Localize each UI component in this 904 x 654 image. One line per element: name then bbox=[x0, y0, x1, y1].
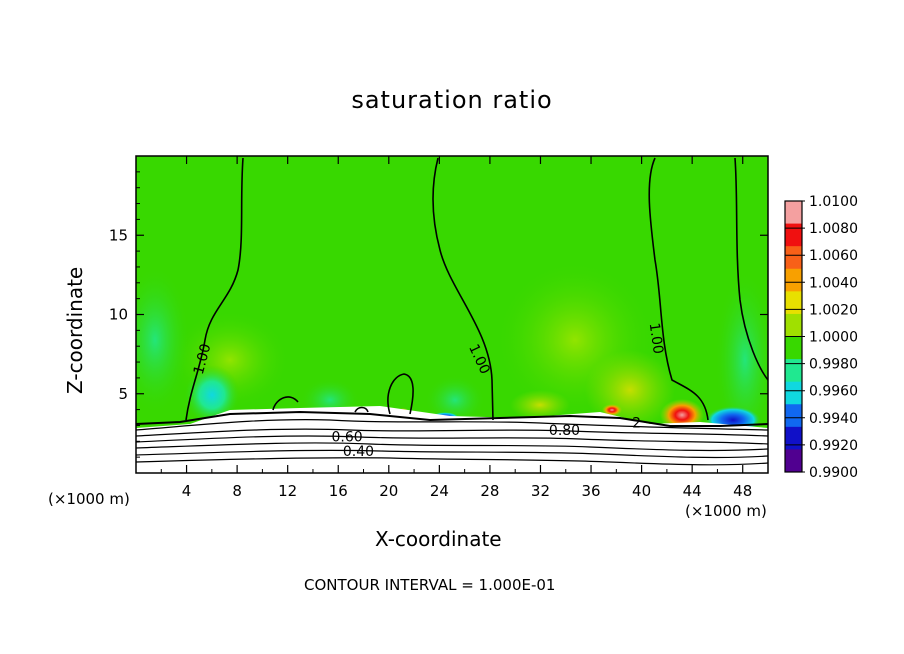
y-tick-label: 15 bbox=[109, 226, 128, 244]
colorbar-swatch bbox=[785, 359, 802, 383]
colorbar-swatch bbox=[785, 381, 802, 405]
field-blob bbox=[136, 265, 190, 415]
contour-label: 0.80 bbox=[549, 423, 580, 439]
colorbar-level-label: 0.9940 bbox=[809, 411, 858, 427]
y-axis-ticks: 5 10 15 bbox=[109, 171, 768, 458]
field-blob bbox=[715, 270, 768, 450]
colorbar-level-label: 1.0080 bbox=[809, 221, 858, 237]
x-tick-label: 4 bbox=[182, 482, 192, 500]
colorbar-level-label: 0.9980 bbox=[809, 357, 858, 373]
contour-labels: 1.00 1.001.000.600.400.80 2 bbox=[191, 322, 666, 460]
contour-label: 0.40 bbox=[343, 444, 374, 460]
colorbar-swatch bbox=[785, 246, 802, 270]
contour-label: 2 bbox=[632, 415, 641, 431]
chart-title: saturation ratio bbox=[351, 86, 553, 114]
x-unit-label-left: (×1000 m) bbox=[48, 490, 130, 508]
colorbar-level-label: 1.0100 bbox=[809, 194, 858, 210]
field-blob bbox=[184, 365, 240, 425]
colorbar: 1.0100 1.0080 1.0060 1.0040 1.0020 1.0000 0.99… bbox=[784, 194, 858, 481]
colorbar-level-label: 1.0040 bbox=[809, 275, 858, 291]
colorbar-level-label: 0.9960 bbox=[809, 384, 858, 400]
x-tick-label: 44 bbox=[683, 482, 702, 500]
colorbar-swatch bbox=[785, 336, 802, 360]
colorbar-swatch bbox=[785, 268, 802, 292]
x-axis-ticks: 4 8 12 16 20 24 28 32 36 40 44 48 bbox=[160, 156, 752, 500]
x-tick-label: 24 bbox=[430, 482, 449, 500]
colorbar-level-label: 1.0020 bbox=[809, 302, 858, 318]
colorbar-swatch bbox=[785, 223, 802, 247]
terrain-mask bbox=[136, 406, 768, 473]
contour-label: 1.00 bbox=[191, 342, 215, 376]
x-tick-label: 36 bbox=[581, 482, 600, 500]
x-tick-label: 40 bbox=[632, 482, 651, 500]
field-blob bbox=[510, 390, 570, 420]
x-tick-label: 12 bbox=[278, 482, 297, 500]
x-tick-label: 32 bbox=[531, 482, 550, 500]
colorbar-swatch bbox=[785, 404, 802, 428]
x-tick-label: 20 bbox=[379, 482, 398, 500]
field-blob bbox=[602, 404, 622, 416]
y-tick-label: 5 bbox=[118, 385, 128, 403]
x-tick-label: 16 bbox=[329, 482, 348, 500]
contour-lines-1-00 bbox=[185, 157, 768, 421]
y-tick-label: 10 bbox=[109, 306, 128, 324]
x-unit-label-right: (×1000 m) bbox=[685, 502, 767, 520]
terrain-contours bbox=[136, 410, 768, 466]
colorbar-level-label: 1.0060 bbox=[809, 248, 858, 264]
contour-label: 1.00 bbox=[646, 322, 666, 355]
x-axis-label: X-coordinate bbox=[375, 527, 502, 551]
colorbar-level-label: 0.9900 bbox=[809, 465, 858, 481]
colorbar-swatch bbox=[785, 313, 802, 337]
colorbar-swatch bbox=[785, 449, 802, 473]
contour-label: 0.60 bbox=[332, 430, 363, 446]
x-tick-label: 8 bbox=[232, 482, 242, 500]
colorbar-level-label: 0.9920 bbox=[809, 438, 858, 454]
colorbar-level-label: 1.0000 bbox=[809, 330, 858, 346]
contour-interval-note: CONTOUR INTERVAL = 1.000E-01 bbox=[304, 576, 556, 594]
field-layer bbox=[136, 156, 768, 473]
x-tick-label: 28 bbox=[480, 482, 499, 500]
colorbar-swatch bbox=[785, 291, 802, 315]
x-tick-label: 48 bbox=[733, 482, 752, 500]
colorbar-swatch bbox=[785, 426, 802, 450]
colorbar-swatch bbox=[785, 201, 802, 224]
